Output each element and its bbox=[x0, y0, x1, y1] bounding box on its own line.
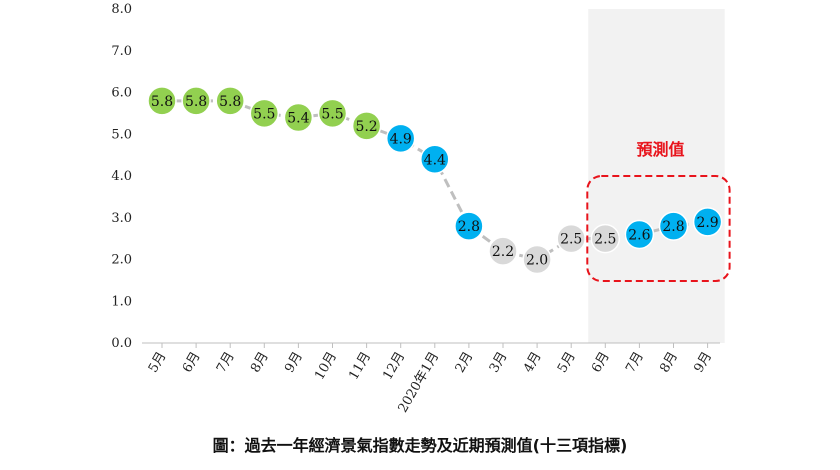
data-point-label: 2.6 bbox=[628, 227, 650, 243]
y-tick-label: 2.0 bbox=[111, 253, 132, 268]
y-tick-label: 3.0 bbox=[111, 211, 132, 226]
data-point-marker bbox=[215, 86, 245, 116]
y-tick-label: 0.0 bbox=[111, 336, 132, 351]
data-point-label: 2.9 bbox=[696, 215, 718, 231]
data-point-label: 5.5 bbox=[321, 106, 343, 122]
y-tick-label: 1.0 bbox=[111, 294, 132, 309]
data-point-marker bbox=[556, 223, 586, 254]
data-point-label: 5.4 bbox=[287, 111, 309, 127]
data-point-label: 5.8 bbox=[151, 94, 173, 110]
data-point-marker bbox=[420, 144, 450, 175]
x-tick-label: 6月 bbox=[180, 350, 204, 376]
data-point-marker bbox=[590, 223, 621, 254]
x-tick-label: 7月 bbox=[214, 350, 238, 376]
data-point-marker bbox=[249, 98, 280, 129]
data-point-label: 5.2 bbox=[355, 119, 377, 135]
data-point-marker bbox=[692, 207, 723, 237]
x-tick-label: 4月 bbox=[521, 350, 545, 376]
x-tick-label: 3月 bbox=[487, 350, 511, 376]
data-point-label: 4.9 bbox=[390, 131, 412, 147]
y-tick-label: 4.0 bbox=[111, 169, 132, 184]
x-tick-label: 8月 bbox=[657, 350, 681, 376]
x-tick-label: 8月 bbox=[248, 350, 272, 376]
data-point-label: 2.2 bbox=[492, 244, 514, 260]
data-point-label: 4.4 bbox=[424, 152, 446, 168]
data-point-label: 2.8 bbox=[458, 219, 480, 235]
x-tick-label: 7月 bbox=[623, 350, 647, 376]
data-point-marker bbox=[385, 123, 416, 154]
x-tick-label: 6月 bbox=[589, 350, 613, 376]
data-point-marker bbox=[522, 244, 552, 275]
data-point-label: 5.5 bbox=[253, 106, 275, 122]
forecast-box bbox=[586, 175, 731, 282]
data-point-marker bbox=[283, 102, 314, 133]
data-point-marker bbox=[488, 236, 518, 266]
data-point-label: 5.8 bbox=[219, 94, 241, 110]
data-point-marker bbox=[454, 211, 484, 241]
data-point-marker bbox=[181, 86, 211, 116]
x-tick-label: 9月 bbox=[282, 350, 306, 376]
x-tick-label: 5月 bbox=[146, 350, 170, 376]
x-tick-label: 2月 bbox=[453, 350, 477, 376]
x-tick-label: 10月 bbox=[312, 350, 340, 383]
x-tick-label: 9月 bbox=[691, 350, 715, 376]
data-point-marker bbox=[658, 211, 689, 241]
data-point-label: 2.5 bbox=[594, 232, 616, 248]
data-point-label: 5.8 bbox=[185, 94, 207, 110]
data-point-marker bbox=[624, 219, 655, 250]
forecast-label: 預測值 bbox=[636, 140, 684, 159]
x-tick-label: 5月 bbox=[555, 350, 579, 376]
data-point-marker bbox=[351, 111, 382, 141]
x-tick-label: 12月 bbox=[380, 350, 408, 383]
y-tick-label: 5.0 bbox=[111, 127, 132, 142]
y-tick-label: 8.0 bbox=[111, 2, 132, 17]
data-point-label: 2.8 bbox=[662, 219, 684, 235]
y-tick-label: 7.0 bbox=[111, 44, 132, 59]
data-point-label: 2.5 bbox=[560, 232, 582, 248]
data-point-label: 2.0 bbox=[526, 253, 548, 269]
x-tick-label: 11月 bbox=[346, 350, 374, 383]
y-tick-label: 6.0 bbox=[111, 86, 132, 101]
chart-caption: 圖：過去一年經濟景氣指數走勢及近期預測值(十三項指標) bbox=[212, 436, 628, 455]
data-point-marker bbox=[317, 98, 348, 129]
data-point-marker bbox=[147, 86, 177, 116]
